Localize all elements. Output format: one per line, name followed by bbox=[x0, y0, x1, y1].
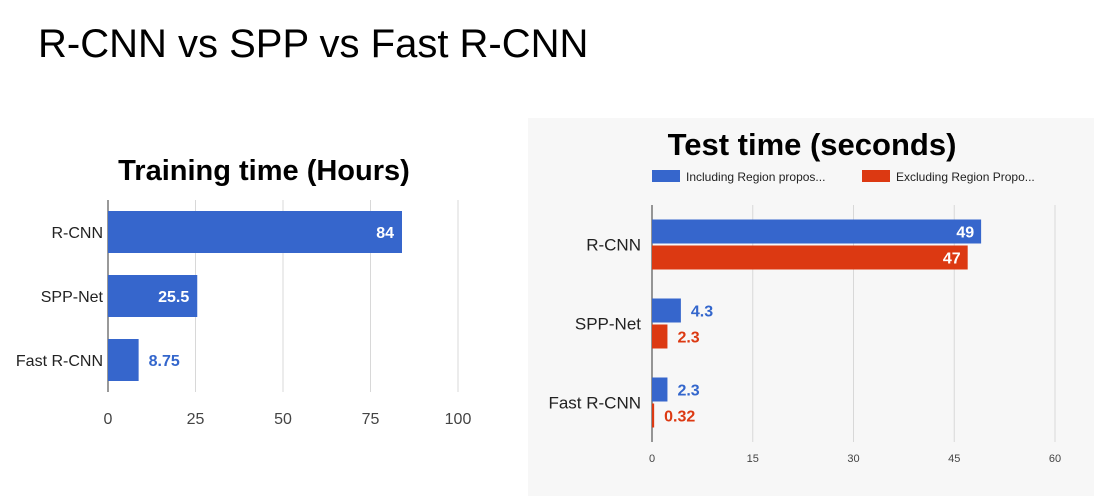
bar-training bbox=[108, 275, 198, 317]
bar-including bbox=[652, 298, 681, 323]
x-tick-label: 0 bbox=[649, 453, 655, 465]
training-chart-title: Training time (Hours) bbox=[118, 155, 410, 187]
test-chart-title: Test time (seconds) bbox=[668, 127, 957, 162]
data-label: 2.3 bbox=[677, 383, 699, 400]
slide-title: R-CNN vs SPP vs Fast R-CNN bbox=[38, 22, 589, 66]
x-tick-label: 25 bbox=[187, 411, 205, 428]
category-label: SPP-Net bbox=[575, 315, 641, 334]
category-label: Fast R-CNN bbox=[548, 394, 641, 413]
data-label: 2.3 bbox=[677, 330, 699, 347]
x-tick-label: 50 bbox=[274, 411, 292, 428]
bar-including bbox=[652, 219, 982, 244]
category-label: R-CNN bbox=[51, 225, 103, 242]
category-label: SPP-Net bbox=[41, 289, 104, 306]
data-label: 4.3 bbox=[691, 304, 713, 321]
legend-swatch-excluding bbox=[862, 170, 890, 182]
bar-excluding bbox=[652, 403, 655, 428]
data-label: 84 bbox=[376, 225, 394, 242]
test-time-panel bbox=[528, 118, 1094, 496]
bar-training bbox=[108, 211, 402, 253]
data-label: 0.32 bbox=[664, 409, 695, 426]
x-tick-label: 75 bbox=[362, 411, 380, 428]
category-label: R-CNN bbox=[586, 236, 641, 255]
bar-excluding bbox=[652, 245, 968, 270]
x-tick-label: 45 bbox=[948, 453, 960, 465]
data-label: 47 bbox=[943, 251, 961, 268]
x-tick-label: 100 bbox=[445, 411, 472, 428]
x-tick-label: 30 bbox=[847, 453, 859, 465]
bar-training bbox=[108, 339, 139, 381]
legend-label-including: Including Region propos... bbox=[686, 170, 825, 184]
data-label: 25.5 bbox=[158, 289, 189, 306]
data-label: 8.75 bbox=[149, 353, 180, 370]
bar-excluding bbox=[652, 324, 668, 349]
legend-swatch-including bbox=[652, 170, 680, 182]
data-label: 49 bbox=[956, 225, 974, 242]
bar-including bbox=[652, 377, 668, 402]
legend-label-excluding: Excluding Region Propo... bbox=[896, 170, 1035, 184]
x-tick-label: 0 bbox=[104, 411, 113, 428]
x-tick-label: 15 bbox=[747, 453, 759, 465]
category-label: Fast R-CNN bbox=[16, 353, 103, 370]
x-tick-label: 60 bbox=[1049, 453, 1061, 465]
